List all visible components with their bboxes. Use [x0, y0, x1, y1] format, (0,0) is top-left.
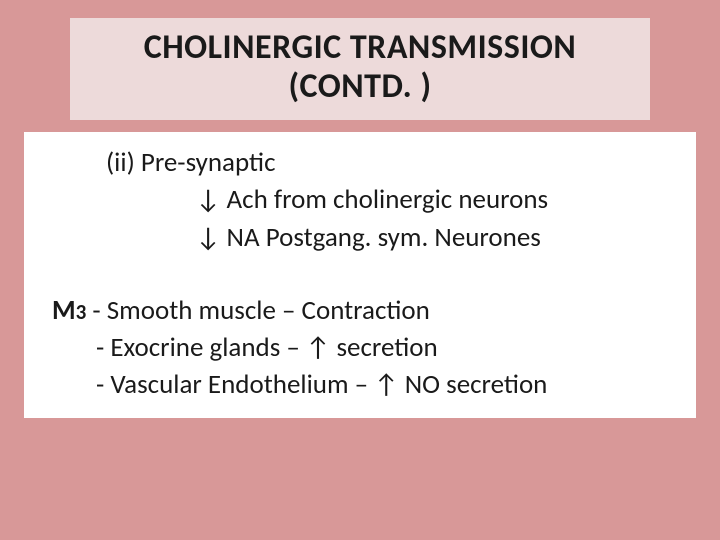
title-box: CHOLINERGIC TRANSMISSION (CONTD. )	[70, 18, 650, 120]
m3-label-sub: 3	[76, 299, 87, 325]
presynaptic-heading: (ii) Pre-synaptic	[46, 144, 674, 181]
presynaptic-item-2: ↓ NA Postgang. sym. Neurones	[46, 219, 674, 256]
m3-line-2: - Exocrine glands – ↑ secretion	[46, 329, 674, 366]
content-box: (ii) Pre-synaptic ↓ Ach from cholinergic…	[24, 132, 696, 418]
m3-line-3: - Vascular Endothelium – ↑ NO secretion	[46, 366, 674, 403]
title-line-2: (CONTD. )	[82, 67, 638, 106]
spacer	[46, 256, 674, 292]
m3-label-main: M	[52, 294, 76, 327]
title-line-1: CHOLINERGIC TRANSMISSION	[82, 28, 638, 67]
m3-rest: - Smooth muscle – Contraction	[86, 294, 430, 327]
presynaptic-item-1: ↓ Ach from cholinergic neurons	[46, 181, 674, 218]
m3-line-1: M3 - Smooth muscle – Contraction	[46, 292, 674, 329]
